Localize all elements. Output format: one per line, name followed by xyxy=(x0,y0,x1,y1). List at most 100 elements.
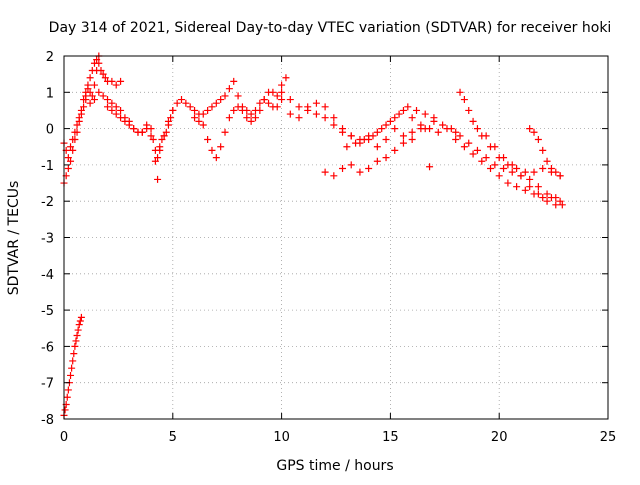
data-point xyxy=(77,110,85,118)
data-point xyxy=(373,128,381,136)
data-point xyxy=(473,146,481,154)
data-point xyxy=(72,337,80,345)
data-point xyxy=(71,128,79,136)
data-point xyxy=(95,88,103,96)
data-point xyxy=(273,103,281,111)
data-point xyxy=(117,77,125,85)
x-tick-label: 5 xyxy=(169,430,177,445)
series-track-j xyxy=(343,103,438,151)
data-point xyxy=(93,56,101,64)
data-point xyxy=(434,128,442,136)
data-point xyxy=(508,168,516,176)
data-point xyxy=(61,406,69,414)
data-point xyxy=(80,103,88,111)
data-point xyxy=(167,114,175,122)
y-tick-label: -1 xyxy=(41,159,54,174)
y-tick-label: -5 xyxy=(41,304,54,319)
data-point xyxy=(225,114,233,122)
data-point xyxy=(121,117,129,125)
data-point xyxy=(191,106,199,114)
data-point xyxy=(149,135,157,143)
data-point xyxy=(295,114,303,122)
data-point xyxy=(101,74,109,82)
data-point xyxy=(125,121,133,129)
data-point xyxy=(452,135,460,143)
data-point xyxy=(539,194,547,202)
data-point xyxy=(69,135,77,143)
data-point xyxy=(247,110,255,118)
data-point xyxy=(93,67,101,75)
data-point xyxy=(68,364,76,372)
data-point xyxy=(473,125,481,133)
data-point xyxy=(86,88,94,96)
data-point xyxy=(526,183,534,191)
data-point xyxy=(90,81,98,89)
data-point xyxy=(230,77,238,85)
data-point xyxy=(543,157,551,165)
data-point xyxy=(339,125,347,133)
data-point xyxy=(234,92,242,100)
data-point xyxy=(365,165,373,173)
x-tick-label: 10 xyxy=(273,430,290,445)
data-point xyxy=(251,114,259,122)
data-point xyxy=(178,96,186,104)
data-point xyxy=(558,201,566,209)
data-point xyxy=(526,175,534,183)
data-point xyxy=(67,157,75,165)
data-point xyxy=(75,114,83,122)
y-tick-label: 0 xyxy=(46,123,54,138)
data-point xyxy=(63,393,71,401)
data-point xyxy=(108,106,116,114)
data-point xyxy=(408,128,416,136)
data-point xyxy=(321,103,329,111)
data-point xyxy=(330,172,338,180)
series-track-o xyxy=(473,125,560,209)
data-point xyxy=(456,88,464,96)
data-point xyxy=(243,106,251,114)
data-point xyxy=(530,168,538,176)
data-point xyxy=(70,350,78,358)
data-point xyxy=(430,117,438,125)
data-point xyxy=(513,165,521,173)
data-point xyxy=(212,99,220,107)
data-point xyxy=(456,132,464,140)
data-point xyxy=(304,103,312,111)
data-point xyxy=(521,186,529,194)
data-point xyxy=(339,165,347,173)
data-point xyxy=(160,132,168,140)
data-point xyxy=(330,121,338,129)
data-point xyxy=(164,117,172,125)
data-point xyxy=(82,96,90,104)
data-point xyxy=(508,161,516,169)
data-point xyxy=(199,121,207,129)
data-point xyxy=(217,143,225,151)
data-point xyxy=(247,117,255,125)
data-point xyxy=(321,168,329,176)
data-point xyxy=(191,114,199,122)
y-tick-label: -3 xyxy=(41,232,54,247)
y-tick-label: -2 xyxy=(41,195,54,210)
data-point xyxy=(399,132,407,140)
data-point xyxy=(491,161,499,169)
data-point xyxy=(112,110,120,118)
data-point xyxy=(295,103,303,111)
x-tick-label: 25 xyxy=(600,430,617,445)
y-tick-label: 1 xyxy=(46,86,54,101)
series-track-m xyxy=(456,88,564,180)
y-axis-label: SDTVAR / TECUs xyxy=(6,181,22,296)
data-point xyxy=(117,106,125,114)
data-point xyxy=(269,88,277,96)
marker-layer xyxy=(60,52,566,419)
data-point xyxy=(112,103,120,111)
data-point xyxy=(312,99,320,107)
data-point xyxy=(86,74,94,82)
data-point xyxy=(547,165,555,173)
data-point xyxy=(69,146,77,154)
data-point xyxy=(278,96,286,104)
series-track-a xyxy=(60,56,125,187)
data-point xyxy=(534,190,542,198)
x-tick-label: 0 xyxy=(60,430,68,445)
data-point xyxy=(426,163,434,171)
